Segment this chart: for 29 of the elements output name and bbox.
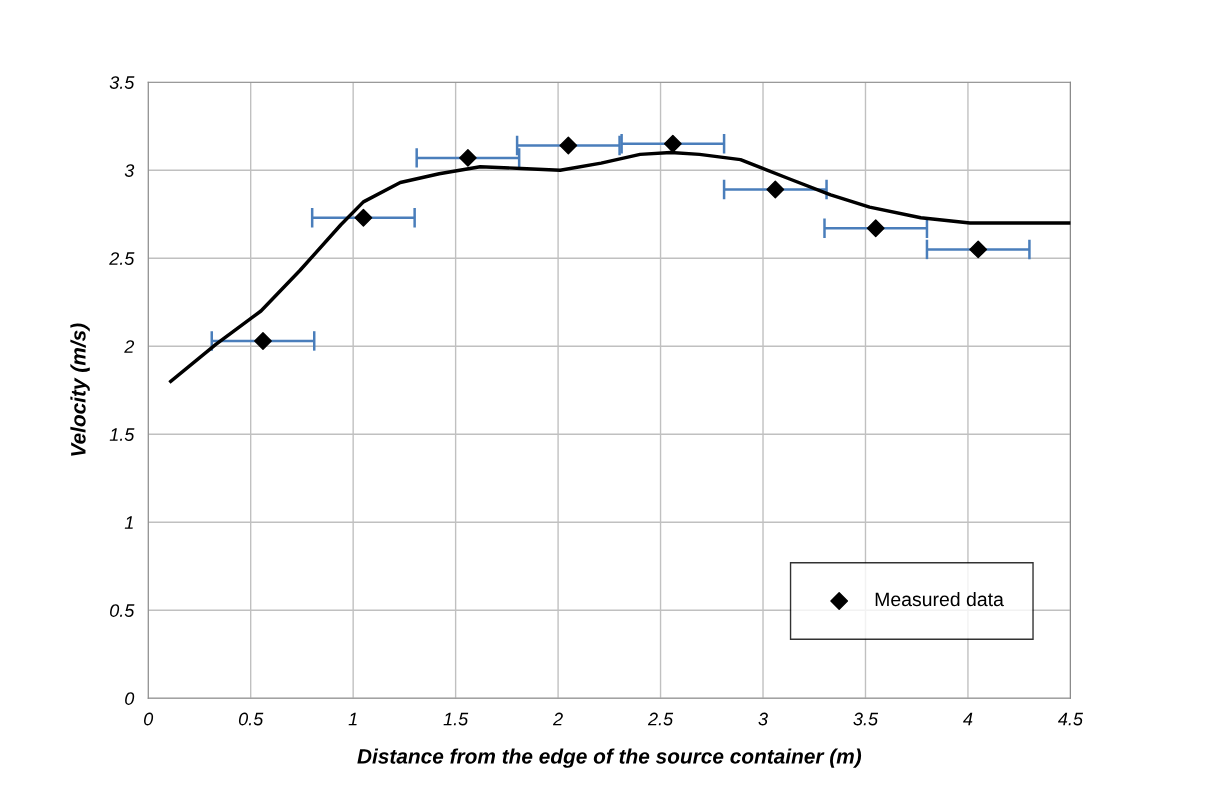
x-tick-label: 4.5 xyxy=(1057,712,1084,726)
x-tick-label: 3.5 xyxy=(853,712,879,726)
y-tick-label: 0 xyxy=(125,692,135,705)
y-tick-label: 0.5 xyxy=(110,604,135,617)
x-tick-label: 0 xyxy=(143,712,154,726)
y-tick-label: 1.5 xyxy=(109,428,135,441)
y-tick-label: 3 xyxy=(124,164,135,177)
y-tick-label: 1 xyxy=(124,516,133,529)
x-tick-label: 2 xyxy=(552,712,563,726)
point xyxy=(866,219,885,238)
point xyxy=(254,332,272,350)
point xyxy=(354,208,373,227)
y-tick-label: 2 xyxy=(124,340,135,353)
point xyxy=(663,134,682,153)
x-tick-label: 2.5 xyxy=(647,712,674,726)
x-tick-label: 1.5 xyxy=(443,712,469,726)
x-tick-label: 4 xyxy=(963,712,973,726)
point xyxy=(559,136,578,155)
y-tick-label: 3.5 xyxy=(109,76,135,89)
x-tick-label: 3 xyxy=(758,712,768,726)
point xyxy=(459,148,477,167)
y-axis-title: Velocity (m/s) xyxy=(70,323,90,456)
point xyxy=(969,240,988,259)
point xyxy=(766,180,785,199)
x-axis-title: Distance from the edge of the source container (m) xyxy=(357,748,862,768)
x-tick-label: 0.5 xyxy=(238,712,264,726)
x-tick-label: 1 xyxy=(348,712,357,726)
legend-label: Measured data xyxy=(875,591,1004,607)
y-tick-label: 2.5 xyxy=(109,252,135,265)
